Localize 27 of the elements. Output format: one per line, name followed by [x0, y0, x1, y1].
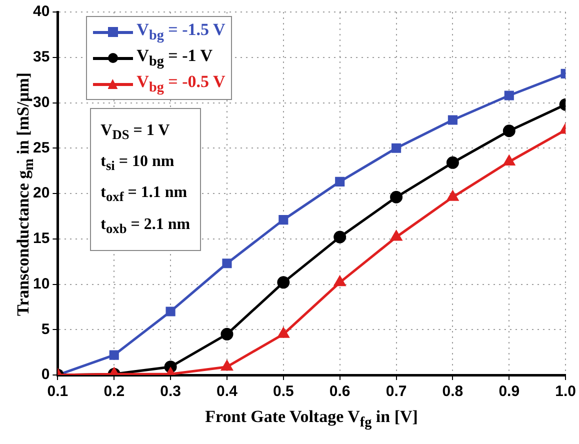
y-tick-label: 10 — [32, 275, 50, 292]
annotation: t$_{oxf}$ = 1.1 nm — [100, 183, 188, 207]
x-tick-label: 0.8 — [442, 383, 464, 400]
annotation: t$_{oxb}$ = 2.1 nm — [100, 214, 190, 238]
x-tick-label: 0.2 — [104, 383, 125, 400]
y-tick-label: 5 — [41, 320, 50, 338]
legend-label: V$_{bg}$ = -0.5 V — [136, 72, 226, 96]
y-tick-label: 20 — [32, 184, 50, 202]
x-tick-label: 0.1 — [47, 383, 68, 400]
x-tick-label: 1.0 — [555, 383, 576, 400]
x-tick-label: 0.7 — [386, 383, 407, 400]
y-tick-label: 25 — [32, 139, 50, 156]
y-tick-label: 30 — [32, 94, 50, 111]
y-tick-label: 35 — [32, 48, 50, 66]
x-tick-label: 0.6 — [329, 383, 350, 400]
x-tick-label: 0.4 — [216, 383, 238, 400]
x-tick-label: 0.5 — [272, 383, 294, 400]
annotation: V$_{DS}$ = 1 V — [100, 121, 171, 144]
legend-label: V$_{bg}$ = -1 V — [136, 46, 212, 70]
x-tick-label: 0.3 — [160, 383, 181, 400]
annotation: t$_{si}$ = 10 nm — [100, 152, 176, 176]
y-tick-label: 15 — [32, 230, 50, 248]
legend-label: V$_{bg}$ = -1.5 V — [136, 20, 226, 44]
y-tick-label: 40 — [32, 3, 50, 20]
y-tick-label: 0 — [41, 366, 50, 384]
x-tick-label: 0.9 — [498, 383, 520, 400]
x-axis-title: Front Gate Voltage V$_{fg}$ in [V] — [205, 407, 418, 432]
